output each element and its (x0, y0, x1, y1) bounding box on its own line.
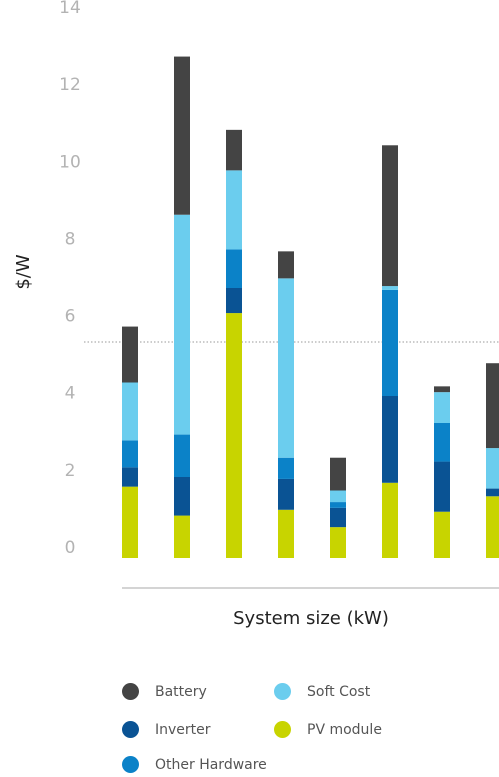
bar-6-inverter (382, 396, 398, 483)
y-tick-label-6: 6 (65, 307, 76, 327)
legend-swatch (122, 683, 139, 700)
bar-4-other-hardware (278, 457, 294, 479)
bar-8-soft-cost (486, 448, 499, 489)
bar-2-soft-cost (174, 214, 190, 435)
bar-5-battery (330, 457, 346, 491)
bar-4-battery (278, 251, 294, 279)
bar-7-pv-module (434, 511, 450, 558)
bar-7-inverter (434, 461, 450, 512)
bar-8-battery (486, 363, 499, 449)
legend-swatch (122, 756, 139, 773)
bar-4-pv-module (278, 509, 294, 558)
legend-item-soft-cost: Soft Cost (274, 683, 370, 700)
legend-label: PV module (307, 721, 382, 738)
bar-3-soft-cost (226, 170, 242, 250)
bar-2-other-hardware (174, 434, 190, 477)
y-tick-label-10: 10 (59, 152, 81, 172)
y-tick-label-2: 2 (65, 461, 76, 481)
bar-1-soft-cost (122, 382, 138, 441)
legend-label: Battery (155, 683, 207, 700)
bar-1-pv-module (122, 486, 138, 558)
legend-item-pv-module: PV module (274, 721, 382, 738)
bar-5-other-hardware (330, 502, 346, 508)
bar-1-battery (122, 326, 138, 383)
legend-swatch (274, 683, 291, 700)
legend-label: Inverter (155, 721, 211, 738)
stacked-bar-chart: 0 2 4 6 8 10 12 14 System size (kW) $/W (13, 0, 499, 629)
bar-3-inverter (226, 288, 242, 314)
y-tick-label-14: 14 (59, 0, 81, 18)
legend-swatch (122, 721, 139, 738)
bar-7-other-hardware (434, 423, 450, 462)
legend-item-inverter: Inverter (122, 721, 211, 738)
legend: Battery Soft Cost Inverter PV module Oth… (122, 680, 462, 775)
y-tick-label-0: 0 (65, 538, 76, 558)
y-axis-ticks: 0 2 4 6 8 10 12 14 (59, 0, 81, 558)
bar-1-other-hardware (122, 440, 138, 468)
y-tick-label-8: 8 (65, 229, 76, 249)
bar-4-soft-cost (278, 278, 294, 458)
bar-6-other-hardware (382, 289, 398, 396)
legend-swatch (274, 721, 291, 738)
bar-4-inverter (278, 478, 294, 510)
bar-5-soft-cost (330, 490, 346, 503)
bar-8-pv-module (486, 496, 499, 558)
bar-2-pv-module (174, 515, 190, 558)
bar-7-battery (434, 386, 450, 393)
legend-label: Other Hardware (155, 756, 267, 773)
bar-6-battery (382, 145, 398, 287)
bar-2-battery (174, 56, 190, 215)
legend-item-battery: Battery (122, 683, 207, 700)
bar-6-pv-module (382, 482, 398, 558)
legend-label: Soft Cost (307, 683, 371, 700)
bar-3-battery (226, 129, 242, 171)
y-axis-label: $/W (13, 254, 34, 290)
bar-1-inverter (122, 467, 138, 487)
legend-item-other-hardware: Other Hardware (122, 756, 267, 773)
y-tick-label-4: 4 (65, 384, 76, 404)
bar-3-other-hardware (226, 249, 242, 288)
bar-3-pv-module (226, 313, 242, 558)
bar-8-inverter (486, 488, 499, 497)
x-axis-label: System size (kW) (233, 608, 389, 629)
bar-5-pv-module (330, 527, 346, 558)
bar-7-soft-cost (434, 392, 450, 423)
bar-5-inverter (330, 507, 346, 528)
bar-6-soft-cost (382, 286, 398, 290)
y-tick-label-12: 12 (59, 75, 81, 95)
bars-group (122, 56, 499, 558)
bar-2-inverter (174, 477, 190, 516)
